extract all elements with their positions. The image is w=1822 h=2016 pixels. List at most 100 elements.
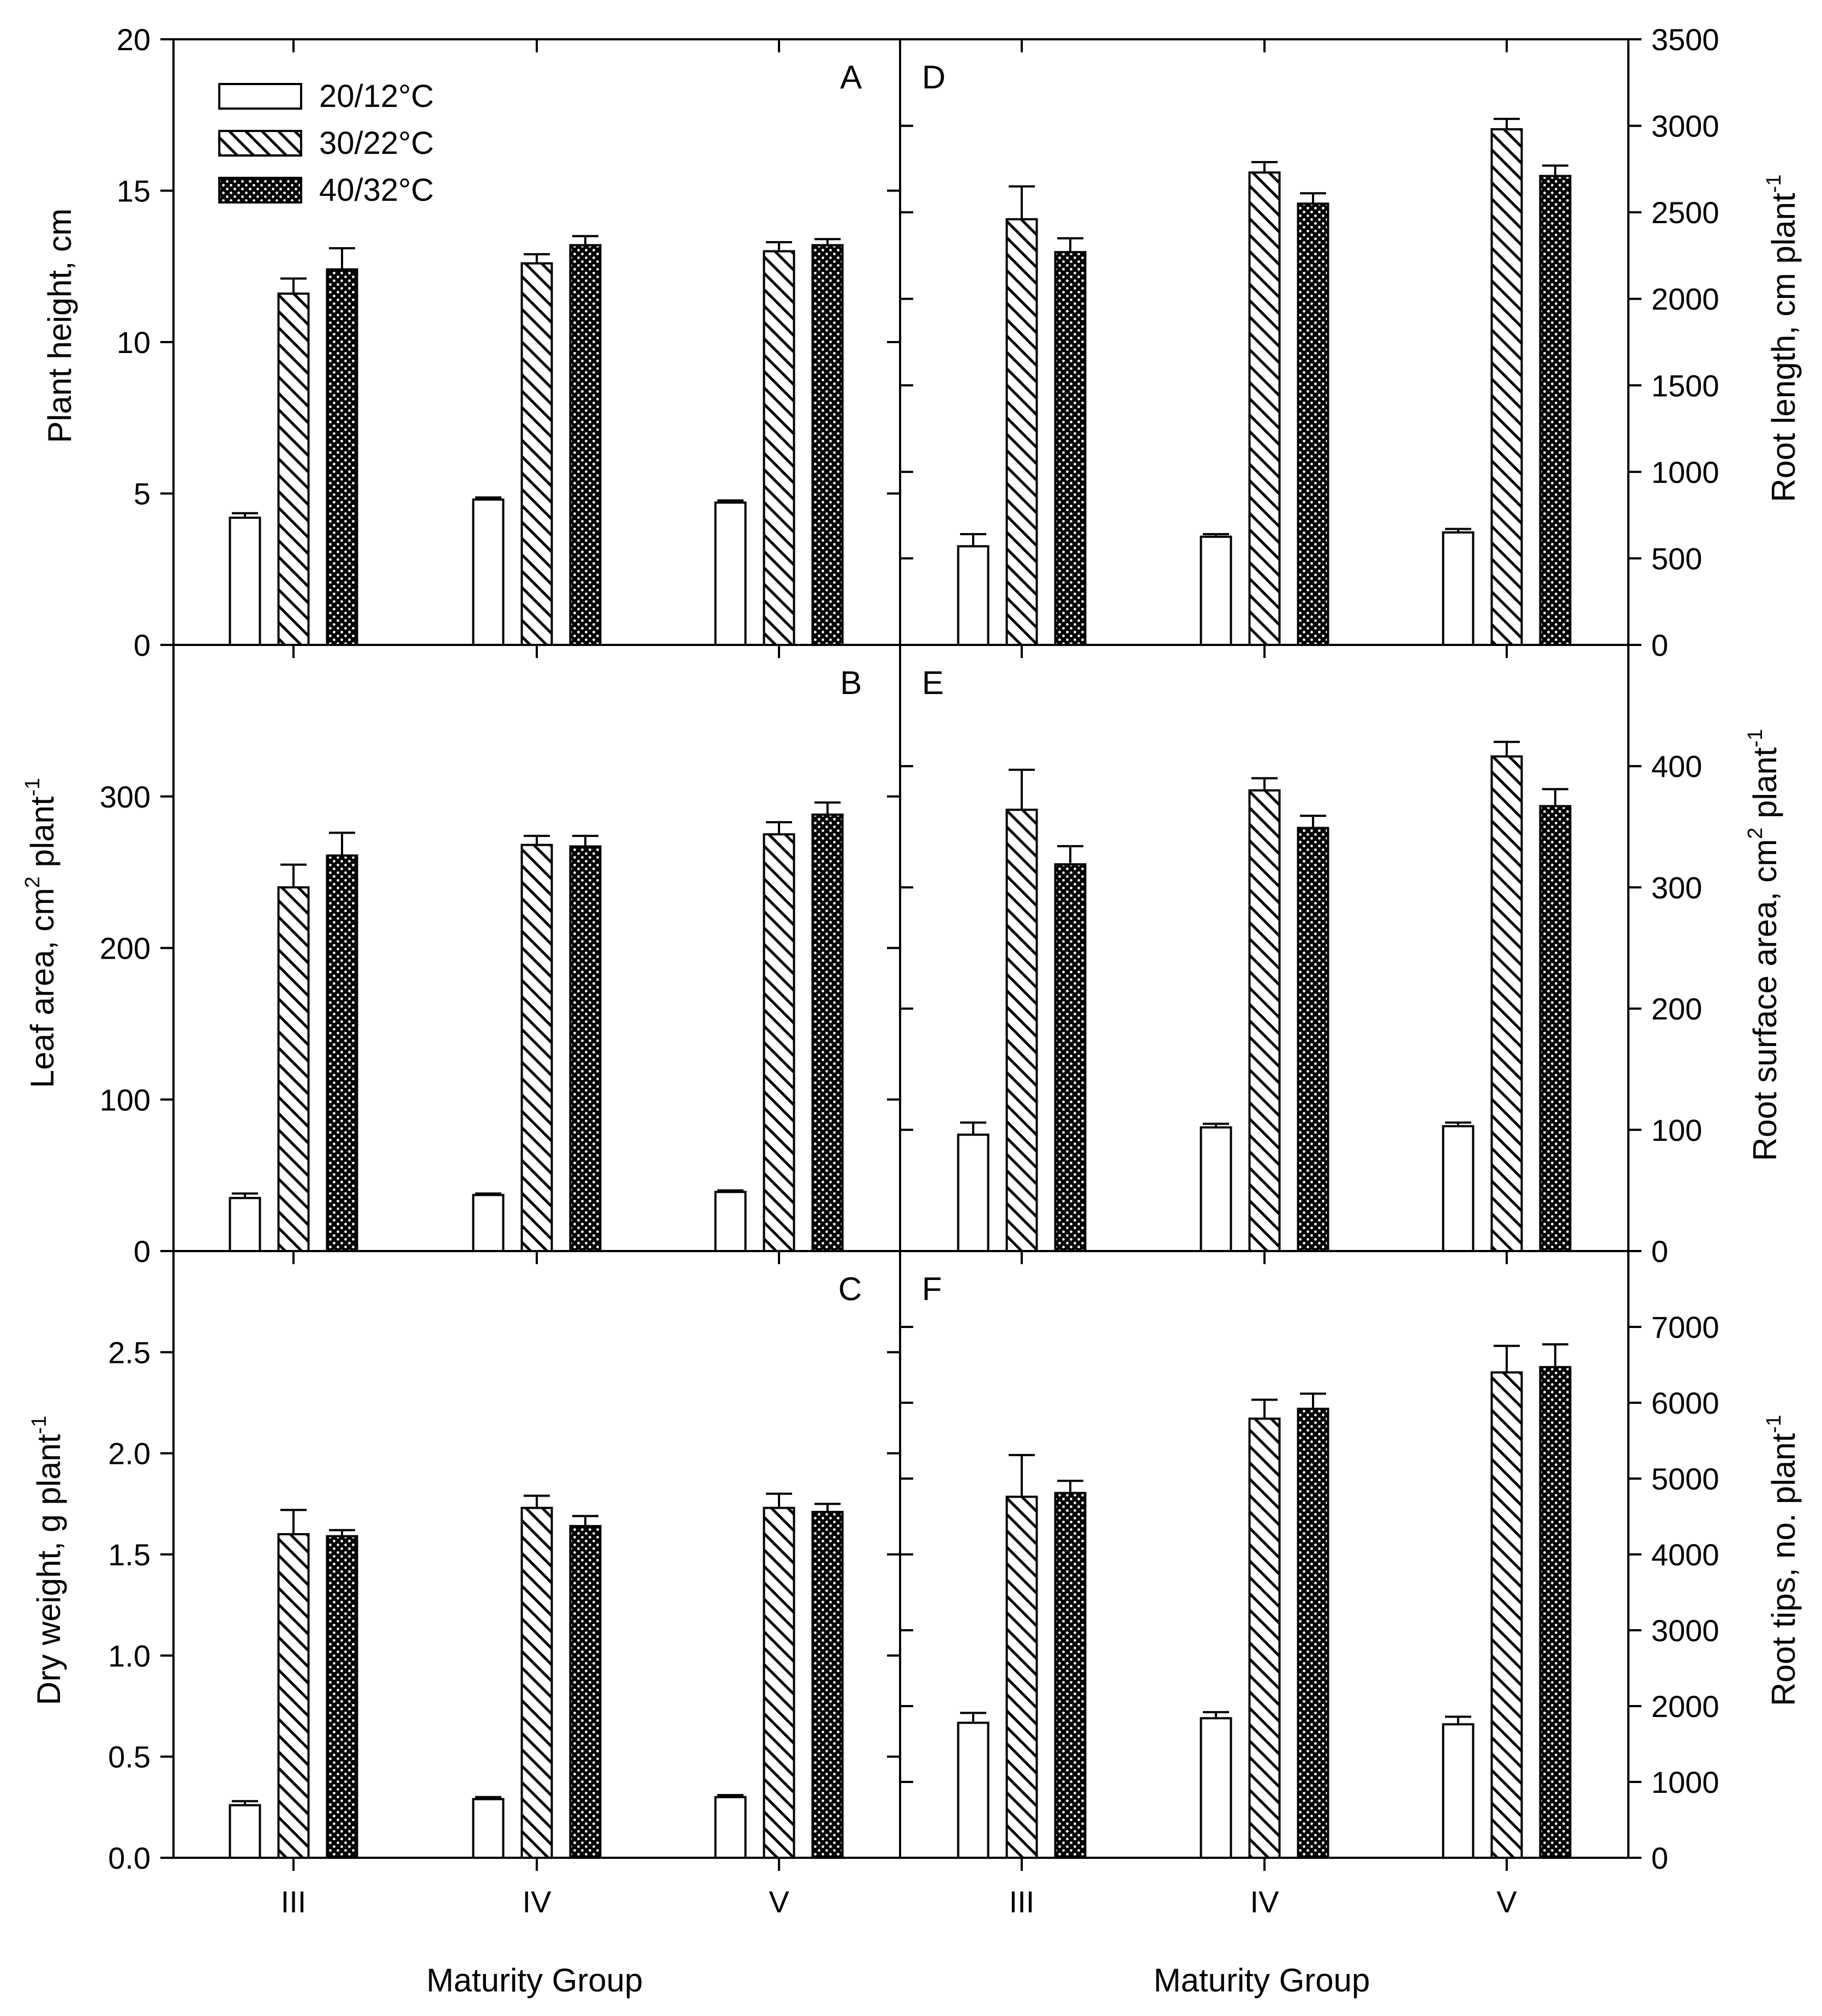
bar-b-hatch-iv (520, 844, 553, 1252)
bar-d-hatch-iii (1005, 218, 1038, 647)
xlabel-maturity-group-right: Maturity Group (1154, 1962, 1370, 1999)
ytick-label-f-1: 1000 (1651, 1765, 1719, 1799)
legend-swatch-hatch (218, 130, 302, 157)
bar-d-open-v (1442, 531, 1475, 646)
ytick-label-f-4: 4000 (1651, 1538, 1719, 1572)
bar-b-cross-v (811, 813, 844, 1252)
legend-label-30-22: 30/22°C (319, 125, 434, 161)
bar-f-open-iii (957, 1721, 990, 1859)
bar-c-hatch-v (763, 1506, 795, 1859)
ylabel-leaf-area-rest: plant (24, 796, 61, 876)
ytick-label-a-3: 15 (117, 174, 151, 208)
panel-letter-e: E (922, 665, 944, 701)
ytick-label-c-5: 2.5 (108, 1335, 151, 1369)
ytick-label-c-4: 2.0 (108, 1437, 151, 1471)
ylabel-plant-height: Plant height, cm (41, 208, 78, 443)
axes-layer: 0 5 10 15 20 A 0 100 200 300 B 0.0 0.5 1.0 1.5 2.0 2.5 II… (100, 22, 1719, 1919)
bar-f-cross-v (1539, 1366, 1572, 1859)
ytick-label-d-2: 1000 (1651, 455, 1719, 489)
bar-e-cross-v (1539, 805, 1572, 1252)
ytick-label-c-1: 0.5 (108, 1740, 151, 1774)
ylabel-dry-weight-main: Dry weight, g plant (31, 1434, 67, 1705)
bar-b-cross-iii (326, 854, 358, 1252)
bar-e-cross-iv (1297, 827, 1329, 1252)
panel-letter-d: D (922, 59, 945, 95)
bar-f-hatch-v (1490, 1371, 1523, 1859)
ylabel-root-surface-area: Root surface area, cm2 plant-1 (1744, 729, 1783, 1161)
bar-b-hatch-iii (277, 886, 310, 1252)
ytick-label-d-4: 2000 (1651, 282, 1719, 316)
bar-c-hatch-iv (520, 1506, 553, 1859)
bar-f-hatch-iii (1005, 1495, 1038, 1859)
bar-f-open-v (1442, 1723, 1475, 1859)
ytick-label-f-0: 0 (1651, 1841, 1668, 1875)
bar-d-hatch-v (1490, 128, 1523, 646)
ytick-label-b-3: 300 (100, 780, 151, 814)
ytick-label-f-7: 7000 (1651, 1310, 1719, 1344)
bar-a-open-iv (472, 498, 505, 646)
ytick-label-d-0: 0 (1651, 628, 1668, 662)
bar-b-open-iii (229, 1197, 261, 1253)
bar-e-open-iv (1200, 1126, 1232, 1252)
ylabel-root-surface-area-main: Root surface area, cm (1747, 839, 1783, 1161)
ytick-label-a-0: 0 (134, 628, 151, 662)
panel-letter-f: F (922, 1271, 942, 1307)
xtick-label-c-0: III (281, 1885, 307, 1919)
bar-f-cross-iii (1054, 1492, 1087, 1859)
bar-c-cross-iv (569, 1525, 602, 1859)
ytick-label-f-6: 6000 (1651, 1386, 1719, 1420)
bar-d-open-iii (957, 545, 990, 646)
legend-label-20-12: 20/12°C (319, 79, 434, 114)
xtick-label-f-2: V (1496, 1885, 1517, 1919)
bar-c-open-iv (472, 1798, 505, 1859)
panel-letter-a: A (840, 59, 862, 95)
bar-e-open-v (1442, 1125, 1475, 1253)
bar-f-cross-iv (1297, 1408, 1329, 1859)
bar-c-open-iii (229, 1804, 261, 1859)
xtick-label-c-2: V (769, 1885, 789, 1919)
bar-d-cross-iii (1054, 251, 1087, 647)
ytick-label-a-2: 10 (117, 325, 151, 360)
ylabel-root-surface-area-sup1: 2 (1744, 828, 1767, 839)
ytick-label-f-5: 5000 (1651, 1462, 1719, 1496)
bar-a-cross-iv (569, 244, 602, 646)
bar-a-open-iii (229, 516, 261, 647)
bar-a-open-v (714, 501, 747, 647)
ytick-label-c-2: 1.0 (108, 1638, 151, 1673)
bar-marks-layer (229, 117, 1572, 1859)
ytick-label-d-3: 1500 (1651, 368, 1719, 403)
ylabel-dry-weight-sup: -1 (28, 1416, 51, 1434)
bar-b-open-iv (472, 1194, 505, 1252)
bar-d-open-iv (1200, 535, 1232, 646)
ytick-label-b-1: 100 (100, 1082, 151, 1117)
bar-d-cross-iv (1297, 202, 1329, 646)
ytick-label-d-5: 2500 (1651, 195, 1719, 230)
ytick-label-e-1: 100 (1651, 1113, 1702, 1147)
legend-swatch-open (218, 83, 302, 110)
bar-e-hatch-v (1490, 755, 1523, 1252)
xtick-label-f-1: IV (1250, 1885, 1280, 1919)
ylabel-root-surface-area-sup2: -1 (1744, 729, 1767, 747)
ytick-label-a-1: 5 (134, 477, 151, 511)
ytick-label-f-3: 3000 (1651, 1613, 1719, 1648)
bar-c-hatch-iii (277, 1533, 310, 1859)
ylabel-leaf-area-sup2: -1 (21, 778, 44, 797)
bar-c-cross-iii (326, 1535, 358, 1859)
bar-a-hatch-iv (520, 262, 553, 646)
ylabel-root-length-sup: -1 (1763, 175, 1785, 193)
ytick-label-b-2: 200 (100, 931, 151, 966)
legend-swatch-cross (218, 177, 302, 204)
ylabel-leaf-area-main: Leaf area, cm (24, 888, 61, 1088)
bar-b-cross-iv (569, 845, 602, 1252)
ytick-label-e-3: 300 (1651, 870, 1702, 905)
ylabel-leaf-area-sup1: 2 (21, 876, 44, 888)
bar-c-cross-v (811, 1511, 844, 1859)
bar-e-open-iii (957, 1133, 990, 1252)
ylabel-root-tips: Root tips, no. plant-1 (1763, 1415, 1802, 1706)
legend-label-40-32: 40/32°C (319, 172, 434, 208)
bar-d-hatch-iv (1248, 171, 1281, 646)
ylabel-root-length-main: Root length, cm plant (1765, 193, 1802, 502)
ytick-label-c-0: 0.0 (108, 1841, 151, 1875)
ylabel-root-tips-sup: -1 (1763, 1415, 1785, 1433)
